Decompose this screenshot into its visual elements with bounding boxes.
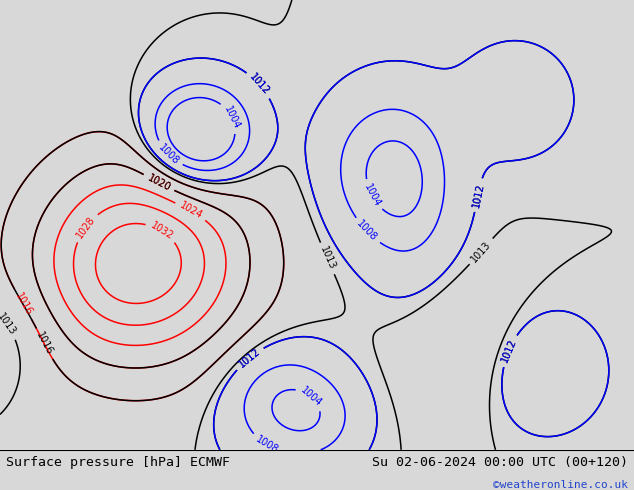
Text: 1032: 1032: [148, 220, 175, 242]
Text: 1013: 1013: [318, 245, 337, 271]
Text: 1012: 1012: [470, 182, 486, 208]
Text: 1024: 1024: [178, 200, 204, 221]
Text: 1028: 1028: [75, 214, 97, 240]
Text: 1012: 1012: [470, 182, 486, 208]
Text: 1020: 1020: [146, 172, 172, 193]
Text: 1016: 1016: [34, 331, 55, 357]
Text: 1012: 1012: [500, 337, 518, 364]
Text: 1008: 1008: [254, 434, 280, 455]
Text: 1013: 1013: [0, 312, 18, 338]
Text: ©weatheronline.co.uk: ©weatheronline.co.uk: [493, 480, 628, 490]
Text: Surface pressure [hPa] ECMWF: Surface pressure [hPa] ECMWF: [6, 456, 230, 469]
Text: 1004: 1004: [299, 385, 324, 409]
Text: 1012: 1012: [500, 337, 518, 364]
Text: 1008: 1008: [157, 142, 181, 167]
Text: 1012: 1012: [247, 72, 271, 97]
Text: 1012: 1012: [236, 346, 262, 370]
Text: 1012: 1012: [247, 72, 271, 97]
Text: 1020: 1020: [146, 172, 172, 193]
Text: Su 02-06-2024 00:00 UTC (00+120): Su 02-06-2024 00:00 UTC (00+120): [372, 456, 628, 469]
Text: 1004: 1004: [222, 104, 242, 130]
Text: 1016: 1016: [13, 291, 34, 318]
Text: 1008: 1008: [355, 219, 379, 244]
Text: 1004: 1004: [361, 182, 382, 209]
Text: 1012: 1012: [236, 346, 262, 370]
Text: 1013: 1013: [469, 239, 493, 264]
